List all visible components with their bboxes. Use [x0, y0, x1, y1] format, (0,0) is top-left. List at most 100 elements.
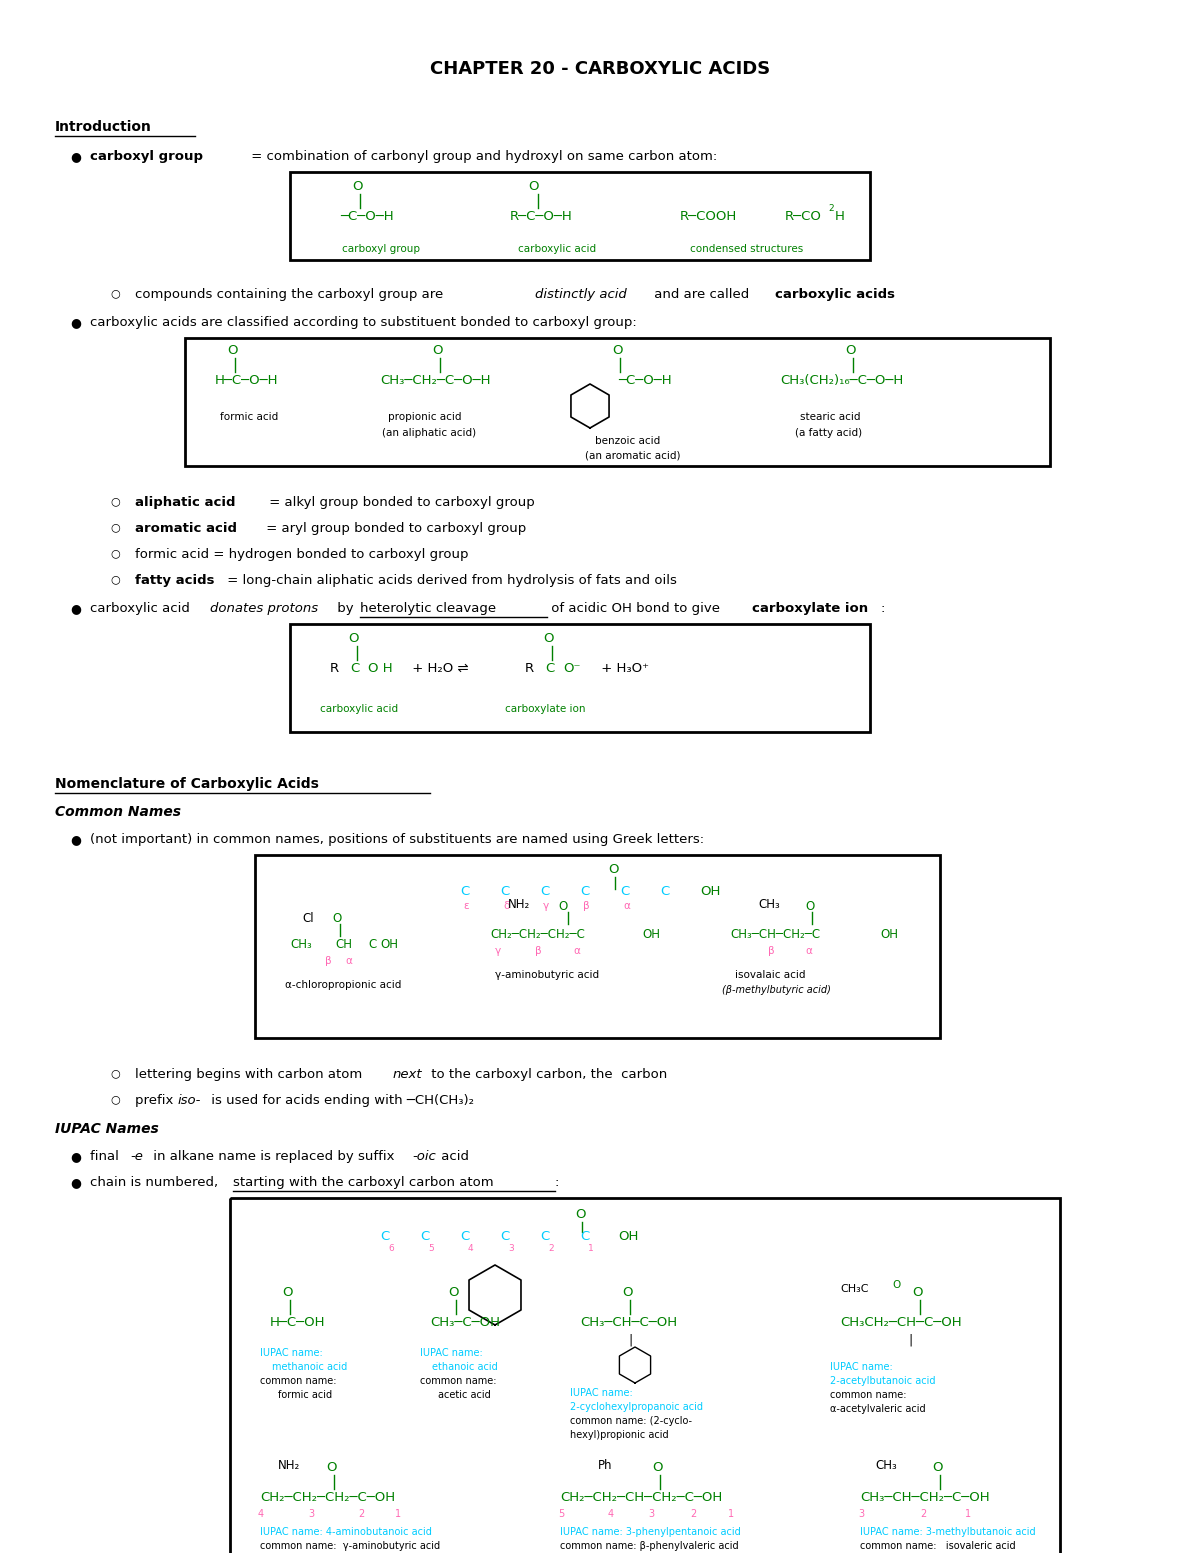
Text: chain is numbered,: chain is numbered, [90, 1176, 222, 1190]
Text: 1: 1 [965, 1510, 971, 1519]
Text: CH₃CH₂─CH─C─OH: CH₃CH₂─CH─C─OH [840, 1315, 961, 1329]
Text: C: C [500, 1230, 509, 1242]
Text: O: O [348, 632, 359, 644]
Text: CH₃: CH₃ [875, 1458, 896, 1472]
Text: C: C [580, 885, 589, 898]
Text: ●: ● [70, 1176, 80, 1190]
Text: carboxylate ion: carboxylate ion [752, 603, 868, 615]
Text: O: O [805, 901, 815, 913]
Text: R: R [330, 662, 340, 676]
Text: common name:: common name: [260, 1376, 336, 1385]
Text: H: H [835, 210, 845, 224]
Text: OH: OH [700, 885, 720, 898]
Text: 1: 1 [728, 1510, 734, 1519]
Text: |: | [908, 1334, 912, 1346]
Text: by: by [334, 603, 358, 615]
Text: NH₂: NH₂ [508, 898, 530, 912]
Text: CH₃─CH─C─OH: CH₃─CH─C─OH [580, 1315, 677, 1329]
Text: lettering begins with carbon atom: lettering begins with carbon atom [134, 1068, 366, 1081]
Text: ●: ● [70, 1151, 80, 1163]
Text: O: O [227, 345, 238, 357]
Text: C: C [580, 1230, 589, 1242]
Text: 5: 5 [428, 1244, 433, 1253]
Text: O: O [652, 1461, 662, 1474]
Text: ○: ○ [110, 287, 120, 298]
Text: 3: 3 [508, 1244, 514, 1253]
Bar [290, 172, 870, 259]
Text: O: O [332, 912, 341, 926]
Text: (an aliphatic acid): (an aliphatic acid) [382, 429, 476, 438]
Text: R─C─O─H: R─C─O─H [510, 210, 572, 224]
Text: + H₃O⁺: + H₃O⁺ [598, 662, 649, 676]
Text: IUPAC name:: IUPAC name: [570, 1388, 632, 1398]
Text: R: R [526, 662, 534, 676]
Text: formic acid: formic acid [220, 412, 278, 422]
Text: Common Names: Common Names [55, 804, 181, 818]
Text: ○: ○ [110, 1068, 120, 1078]
Text: ─C─O─H: ─C─O─H [340, 210, 394, 224]
Text: aliphatic acid: aliphatic acid [134, 495, 235, 509]
Text: α: α [574, 946, 580, 957]
Text: acetic acid: acetic acid [438, 1390, 491, 1399]
Text: CH₃(CH₂)₁₆─C─O─H: CH₃(CH₂)₁₆─C─O─H [780, 374, 904, 387]
Text: isovalaic acid: isovalaic acid [734, 971, 805, 980]
Text: CH₃─CH₂─C─O─H: CH₃─CH₂─C─O─H [380, 374, 491, 387]
Text: CH₂─CH₂─CH₂─C─OH: CH₂─CH₂─CH₂─C─OH [260, 1491, 395, 1503]
Text: γ-aminobutyric acid: γ-aminobutyric acid [496, 971, 599, 980]
Text: |: | [628, 1334, 632, 1346]
Text: 3: 3 [648, 1510, 654, 1519]
Text: common name:  γ-aminobutyric acid: common name: γ-aminobutyric acid [260, 1541, 440, 1551]
Text: IUPAC name: 3-phenylpentanoic acid: IUPAC name: 3-phenylpentanoic acid [560, 1527, 740, 1537]
Text: acid: acid [437, 1151, 469, 1163]
Text: OH: OH [380, 938, 398, 950]
Text: CH₃─C─OH: CH₃─C─OH [430, 1315, 500, 1329]
Text: ●: ● [70, 151, 80, 163]
Text: C: C [460, 885, 469, 898]
Text: IUPAC name: 4-aminobutanoic acid: IUPAC name: 4-aminobutanoic acid [260, 1527, 432, 1537]
Text: common name:: common name: [830, 1390, 906, 1399]
Text: methanoic acid: methanoic acid [272, 1362, 347, 1371]
Text: carboxylate ion: carboxylate ion [505, 704, 586, 714]
Text: 2: 2 [690, 1510, 696, 1519]
Text: formic acid = hydrogen bonded to carboxyl group: formic acid = hydrogen bonded to carboxy… [134, 548, 468, 561]
Text: O H: O H [368, 662, 392, 676]
Text: C: C [460, 1230, 469, 1242]
Text: H─C─OH: H─C─OH [270, 1315, 325, 1329]
Text: ─C─O─H: ─C─O─H [618, 374, 672, 387]
Text: IUPAC name:: IUPAC name: [830, 1362, 893, 1371]
Text: (β-methylbutyric acid): (β-methylbutyric acid) [722, 985, 830, 995]
Text: C: C [350, 662, 359, 676]
Text: fatty acids: fatty acids [134, 575, 215, 587]
Text: CH₃─CH─CH₂─C─OH: CH₃─CH─CH₂─C─OH [860, 1491, 990, 1503]
Text: :: : [881, 603, 886, 615]
Text: final: final [90, 1151, 124, 1163]
Text: Cl: Cl [302, 912, 313, 926]
Text: C: C [620, 885, 629, 898]
Text: hexyl)propionic acid: hexyl)propionic acid [570, 1430, 668, 1440]
Text: IUPAC name: 3-methylbutanoic acid: IUPAC name: 3-methylbutanoic acid [860, 1527, 1036, 1537]
Text: aromatic acid: aromatic acid [134, 522, 238, 534]
Text: β: β [583, 901, 589, 912]
Bar [290, 624, 870, 731]
Text: = long-chain aliphatic acids derived from hydrolysis of fats and oils: = long-chain aliphatic acids derived fro… [223, 575, 677, 587]
Text: common name:: common name: [420, 1376, 497, 1385]
Text: -e: -e [130, 1151, 143, 1163]
Text: CH₃C: CH₃C [840, 1284, 869, 1294]
Text: O: O [558, 901, 568, 913]
Text: stearic acid: stearic acid [800, 412, 860, 422]
Text: OH: OH [880, 929, 898, 941]
Text: = alkyl group bonded to carboxyl group: = alkyl group bonded to carboxyl group [265, 495, 535, 509]
Text: (a fatty acid): (a fatty acid) [796, 429, 862, 438]
Text: 5: 5 [558, 1510, 564, 1519]
Text: α: α [346, 957, 352, 966]
Text: of acidic OH bond to give: of acidic OH bond to give [547, 603, 725, 615]
Text: CH: CH [335, 938, 352, 950]
Text: heterolytic cleavage: heterolytic cleavage [360, 603, 496, 615]
Text: and are called: and are called [650, 287, 754, 301]
Text: is used for acids ending with ─CH(CH₃)₂: is used for acids ending with ─CH(CH₃)₂ [208, 1093, 474, 1107]
Text: condensed structures: condensed structures [690, 244, 803, 255]
Text: R─COOH: R─COOH [680, 210, 737, 224]
Text: ●: ● [70, 603, 80, 615]
Bar [185, 339, 1050, 466]
Text: carboxyl group: carboxyl group [90, 151, 203, 163]
